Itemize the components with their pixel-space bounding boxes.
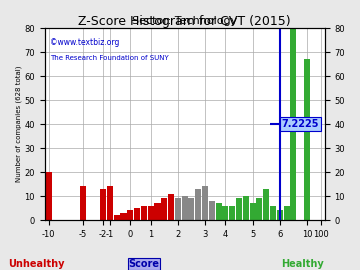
- Bar: [175, 198, 181, 220]
- Bar: [100, 189, 106, 220]
- Text: Healthy: Healthy: [281, 259, 324, 269]
- Bar: [181, 196, 188, 220]
- Y-axis label: Number of companies (628 total): Number of companies (628 total): [15, 66, 22, 182]
- Bar: [222, 206, 229, 220]
- Bar: [80, 187, 86, 220]
- Bar: [209, 201, 215, 220]
- Bar: [236, 198, 242, 220]
- Bar: [107, 187, 113, 220]
- Bar: [154, 203, 161, 220]
- Bar: [120, 213, 126, 220]
- Bar: [249, 203, 256, 220]
- Bar: [256, 198, 262, 220]
- Text: 7.2225: 7.2225: [282, 119, 319, 129]
- Text: Unhealthy: Unhealthy: [8, 259, 64, 269]
- Text: The Research Foundation of SUNY: The Research Foundation of SUNY: [50, 55, 169, 61]
- Bar: [134, 208, 140, 220]
- Bar: [229, 206, 235, 220]
- Bar: [304, 59, 310, 220]
- Title: Z-Score Histogram for CVT (2015): Z-Score Histogram for CVT (2015): [78, 15, 291, 28]
- Bar: [290, 28, 296, 220]
- Bar: [188, 198, 194, 220]
- Bar: [114, 215, 120, 220]
- Bar: [270, 206, 276, 220]
- Bar: [216, 203, 222, 220]
- Text: ©www.textbiz.org: ©www.textbiz.org: [50, 38, 120, 47]
- Bar: [284, 206, 290, 220]
- Bar: [263, 189, 269, 220]
- Bar: [277, 211, 283, 220]
- Bar: [202, 187, 208, 220]
- Bar: [168, 194, 174, 220]
- Bar: [46, 172, 52, 220]
- Text: Sector: Technology: Sector: Technology: [132, 16, 237, 26]
- Bar: [148, 206, 154, 220]
- Bar: [243, 196, 249, 220]
- Bar: [141, 206, 147, 220]
- Text: Score: Score: [129, 259, 159, 269]
- Bar: [195, 189, 201, 220]
- Bar: [127, 211, 133, 220]
- Bar: [161, 198, 167, 220]
